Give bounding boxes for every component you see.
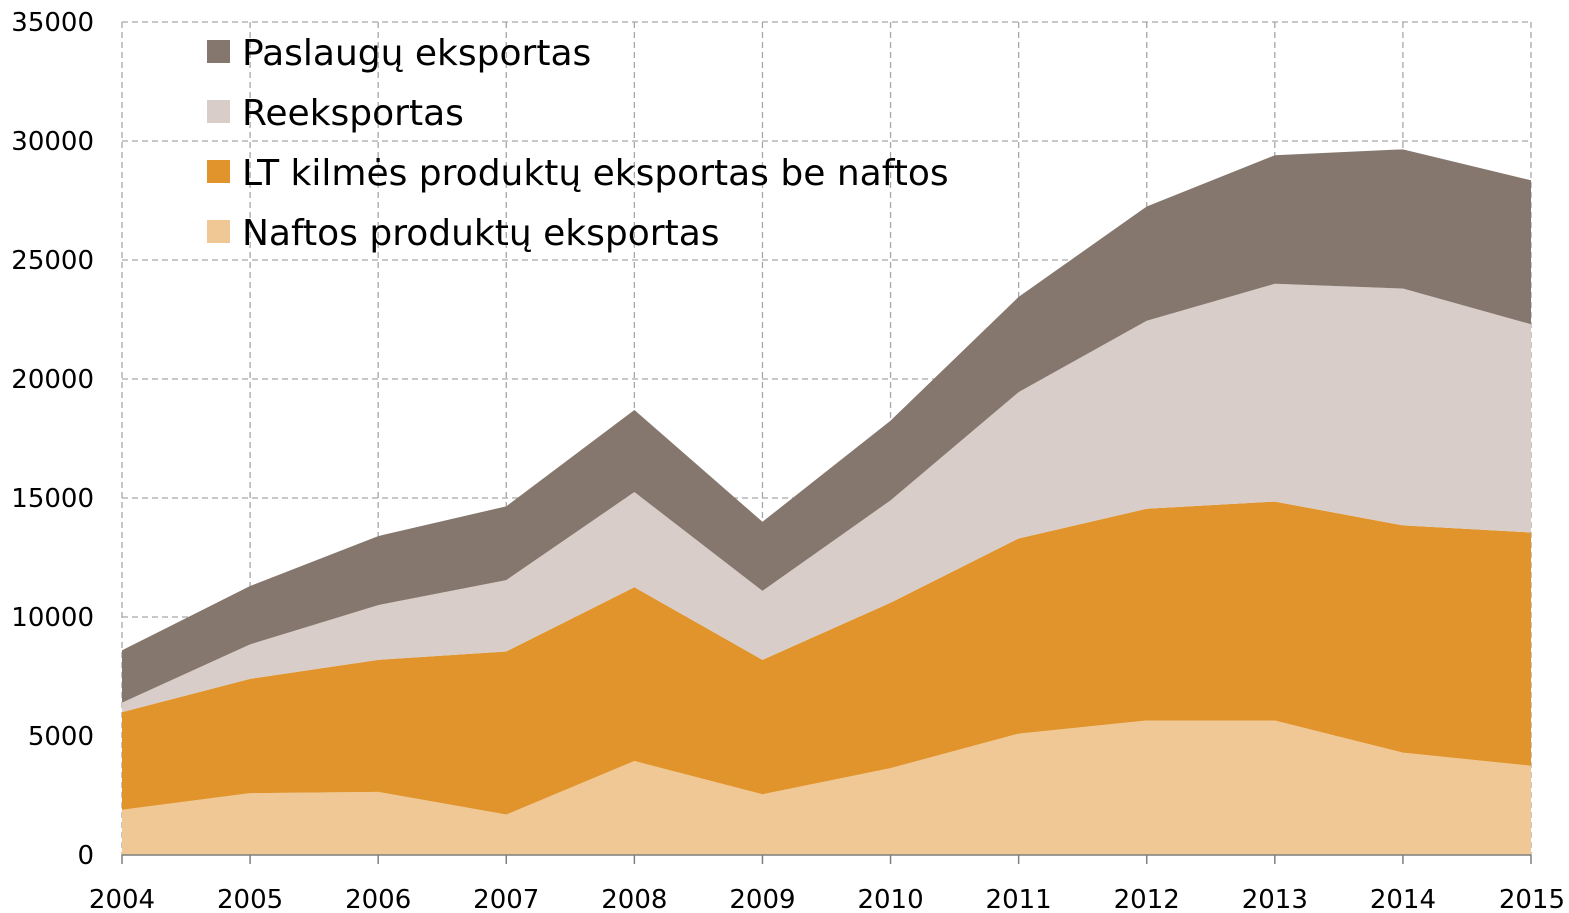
y-tick-label: 25000 (11, 246, 94, 276)
y-tick-label: 15000 (11, 484, 94, 514)
axes: 0 5000 10000 15000 20000 25000 30000 35000 2004 2… (11, 8, 1565, 913)
x-tick-label: 2007 (473, 885, 539, 913)
area-series (122, 149, 1531, 855)
y-tick-label: 20000 (11, 365, 94, 395)
legend-label: Naftos produktų eksportas (242, 213, 720, 254)
legend-swatch (207, 100, 230, 123)
x-tick-label: 2012 (1114, 885, 1180, 913)
x-tick-label: 2011 (986, 885, 1052, 913)
area-series-0 (122, 720, 1531, 855)
x-tick-label: 2006 (345, 885, 411, 913)
x-tick-label: 2010 (857, 885, 923, 913)
x-tick-label: 2013 (1242, 885, 1308, 913)
area-series-1 (122, 501, 1531, 815)
legend-swatch (207, 160, 230, 183)
legend-label: Reeksportas (242, 93, 464, 134)
x-tick-label: 2008 (601, 885, 667, 913)
y-tick-label: 30000 (11, 127, 94, 157)
y-tick-label: 35000 (11, 8, 94, 38)
y-tick-label: 10000 (11, 603, 94, 633)
x-tick-label: 2015 (1499, 885, 1565, 913)
area-series-3 (122, 149, 1531, 703)
x-tick-label: 2004 (89, 885, 155, 913)
legend-swatch (207, 220, 230, 243)
x-tick-label: 2014 (1370, 885, 1436, 913)
legend-swatch (207, 40, 230, 63)
legend-label: Paslaugų eksportas (242, 33, 591, 74)
x-tick-label: 2009 (729, 885, 795, 913)
legend: Paslaugų eksportas Reeksportas LT kilmės p… (207, 33, 949, 254)
y-tick-label: 5000 (28, 722, 94, 752)
area-series-2 (122, 283, 1531, 713)
x-tick-label: 2005 (217, 885, 283, 913)
legend-label: LT kilmės produktų eksportas be naftos (242, 153, 949, 194)
y-tick-label: 0 (77, 841, 94, 871)
